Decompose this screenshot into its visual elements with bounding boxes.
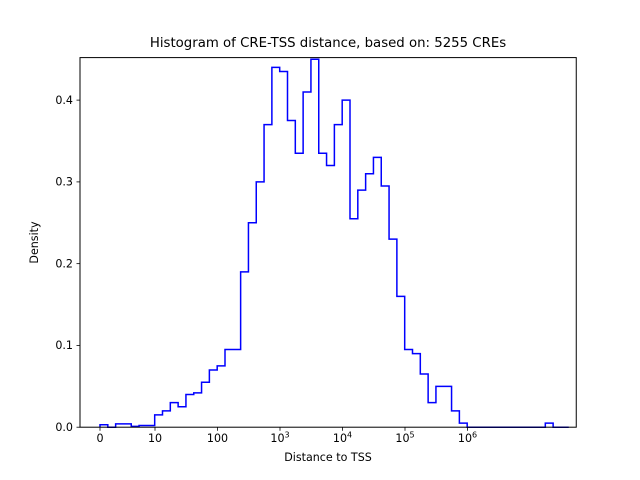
x-axis-label: Distance to TSS	[284, 451, 372, 464]
x-tick-label: 104	[333, 431, 352, 446]
x-tick-label: 105	[395, 431, 414, 446]
y-tick-label: 0.4	[55, 94, 73, 107]
axes-spines	[79, 57, 577, 428]
x-tick-labels: 0 10 100 103 104 105 106	[96, 431, 477, 446]
y-tick-marks	[76, 99, 80, 428]
chart-title: Histogram of CRE-TSS distance, based on:…	[150, 36, 506, 51]
y-tick-label: 0.1	[55, 339, 73, 352]
x-tick-label: 103	[270, 431, 289, 446]
x-tick-label: 106	[458, 431, 477, 446]
y-tick-labels: 0.0 0.1 0.2 0.3 0.4	[55, 94, 73, 434]
y-tick-label: 0.3	[55, 176, 73, 189]
plot-area	[80, 57, 577, 428]
y-tick-label: 0.0	[55, 421, 73, 434]
y-tick-label: 0.2	[55, 257, 73, 270]
y-axis-label: Density	[28, 221, 41, 264]
histogram-step-path	[99, 58, 569, 428]
x-tick-label: 0	[96, 432, 103, 445]
x-tick-marks	[99, 427, 468, 431]
x-tick-label: 100	[207, 432, 228, 445]
x-tick-label: 10	[148, 432, 162, 445]
